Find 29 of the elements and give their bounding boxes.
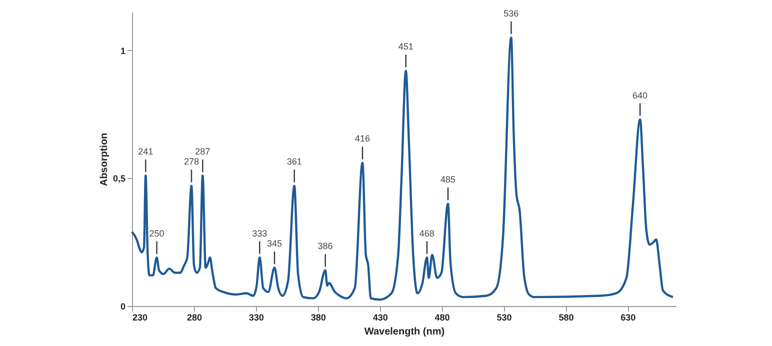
x-tick-label: 480 [434, 312, 450, 322]
x-tick-label: 230 [132, 312, 148, 322]
annotation: 250 [149, 228, 164, 238]
x-tick-label: 530 [496, 312, 512, 322]
y-tick-label: 1 [120, 46, 126, 56]
annotation: 485 [440, 174, 456, 185]
x-tick-label: 280 [186, 312, 202, 322]
annotation: 386 [318, 241, 333, 252]
annotation: 416 [354, 134, 370, 144]
annotation: 361 [286, 156, 302, 167]
annotation: 451 [398, 42, 414, 52]
annotation: 278 [184, 156, 199, 167]
y-tick-label: 0 [120, 302, 126, 312]
x-axis-title: Wavelength (nm) [364, 326, 445, 338]
annotation: 241 [138, 146, 154, 157]
x-tick-label: 430 [372, 312, 388, 322]
x-tick-label: 630 [620, 312, 636, 322]
x-tick-label: 580 [558, 312, 574, 322]
x-tick-label: 330 [248, 312, 264, 322]
annotation: 640 [632, 90, 648, 100]
y-axis-title: Absorption [98, 132, 110, 186]
x-tick-label: 380 [310, 312, 326, 322]
annotation: 333 [252, 228, 268, 238]
annotation: 536 [504, 8, 519, 18]
annotation: 345 [266, 238, 282, 249]
annotation: 468 [419, 228, 434, 238]
line-series [130, 36, 674, 301]
annotation: 287 [195, 146, 210, 157]
y-tick-label: 0,5 [112, 174, 126, 184]
